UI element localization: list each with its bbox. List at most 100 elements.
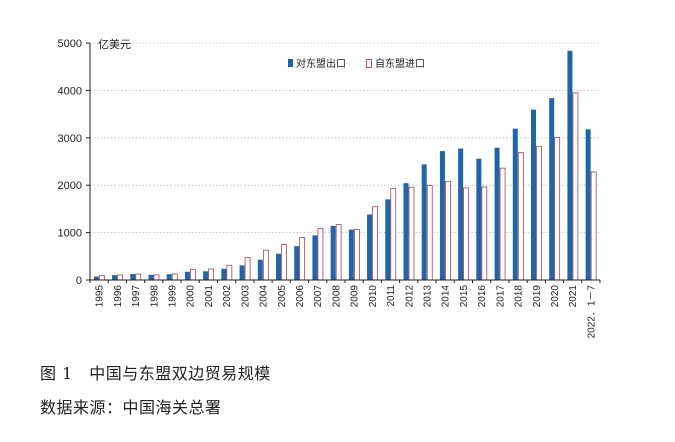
bar-import (481, 186, 488, 281)
x-tick-label: 2011 (386, 285, 397, 307)
x-tick-label: 1998 (149, 285, 160, 308)
bar-export (403, 183, 409, 280)
bar-import (99, 274, 105, 281)
bar-import (135, 273, 142, 281)
bar-export (294, 246, 300, 280)
x-tick-label: 2004 (259, 285, 270, 308)
y-tick-label: 5000 (58, 38, 82, 50)
x-tick-label: 1995 (95, 285, 106, 308)
x-tick-label: 2021 (568, 285, 579, 308)
bar-export (166, 274, 172, 280)
y-tick-label: 3000 (58, 133, 82, 145)
x-tick-label: 2017 (495, 285, 506, 308)
legend-label-import: 自东盟进口 (375, 57, 425, 70)
x-tick-label: 2003 (240, 285, 251, 308)
bar-import (335, 224, 342, 281)
bar-export (130, 273, 136, 280)
bar-export (312, 235, 318, 280)
y-tick-label: 1000 (58, 228, 82, 240)
x-tick-label: 2020 (550, 285, 561, 308)
y-axis: 0 1000 2000 3000 4000 5000 (58, 38, 91, 287)
bar-import (262, 249, 269, 281)
x-tick-label: 2000 (186, 285, 197, 308)
bar-import (281, 244, 287, 281)
bar-export (421, 164, 427, 280)
bar-export (549, 98, 555, 280)
legend-swatch-import (366, 59, 372, 68)
bar-export (348, 229, 354, 280)
x-tick-label: 2012 (404, 285, 415, 308)
bar-export (112, 275, 118, 280)
bar-export (458, 148, 464, 280)
x-tick-label: 1999 (167, 285, 178, 308)
x-tick-label: 2015 (459, 285, 470, 308)
x-tick-label: 2014 (441, 285, 452, 308)
y-tick-label: 0 (76, 275, 82, 287)
bar-import (153, 274, 160, 281)
y-tick-label: 4000 (58, 85, 82, 97)
bar-export (585, 129, 591, 280)
bar-import (554, 137, 561, 281)
bar-export (93, 276, 99, 280)
x-tick-label: 2006 (295, 285, 306, 308)
bar-import (590, 171, 597, 281)
bar-import (244, 257, 251, 281)
bar-export (476, 158, 482, 280)
bar-export (567, 50, 573, 280)
bar-export (330, 225, 336, 280)
y-tick-label: 2000 (58, 180, 82, 192)
x-tick-label: 1996 (113, 285, 124, 308)
x-tick-label: 2005 (277, 285, 288, 308)
bar-import (117, 274, 123, 281)
bar-export (239, 265, 245, 280)
x-tick-label: 2018 (514, 285, 525, 308)
figure-title: 图 1 中国与东盟双边贸易规模 (40, 364, 271, 383)
x-tick-label: 2016 (477, 285, 488, 308)
x-tick-label: 2002 (222, 285, 233, 308)
bar-export (531, 109, 536, 280)
legend-swatch-export (288, 59, 293, 67)
bar-export (385, 199, 391, 280)
bar-export (439, 151, 445, 280)
bar-import (517, 152, 524, 281)
bar-import (354, 229, 360, 281)
bar-import (572, 92, 579, 281)
bar-import (408, 186, 415, 281)
x-tick-label: 2001 (204, 285, 215, 308)
bar-import (445, 180, 451, 281)
legend-label-export: 对东盟出口 (296, 57, 346, 70)
bar-import (426, 185, 433, 281)
bar-export (367, 214, 373, 280)
x-tick-label: 2022．1－7 (586, 285, 597, 339)
bar-export (512, 128, 518, 280)
bar-import (226, 264, 233, 281)
bar-export (221, 268, 227, 280)
x-tick-label: 1997 (131, 285, 142, 308)
x-tick-label: 2010 (368, 285, 379, 308)
bar-import (536, 145, 542, 281)
bar-export (276, 253, 281, 280)
bar-import (372, 206, 378, 281)
bar-import (171, 273, 178, 281)
x-tick-label: 2007 (313, 285, 324, 308)
figure-source: 数据来源：中国海关总署 (40, 398, 222, 417)
x-tick-label: 2013 (422, 285, 433, 308)
bar-export (148, 274, 154, 280)
x-axis: 1995 1996 1997 1998 1999 2000 2001 2002 2003 2004… (89, 279, 601, 339)
legend: 对东盟出口 自东盟进口 (288, 57, 425, 70)
bar-export (257, 259, 263, 280)
bar-import (299, 237, 306, 281)
bar-import (190, 269, 196, 281)
y-unit-label: 亿美元 (98, 38, 131, 51)
bar-export (203, 271, 209, 280)
bar-export (184, 271, 190, 280)
x-tick-label: 2019 (532, 285, 543, 308)
x-tick-label: 2008 (331, 285, 342, 308)
bar-export (494, 147, 500, 280)
bar-import (208, 268, 214, 281)
bar-import (317, 228, 324, 281)
bar-import (463, 187, 469, 281)
bars (93, 50, 597, 281)
x-tick-label: 2009 (350, 285, 361, 308)
